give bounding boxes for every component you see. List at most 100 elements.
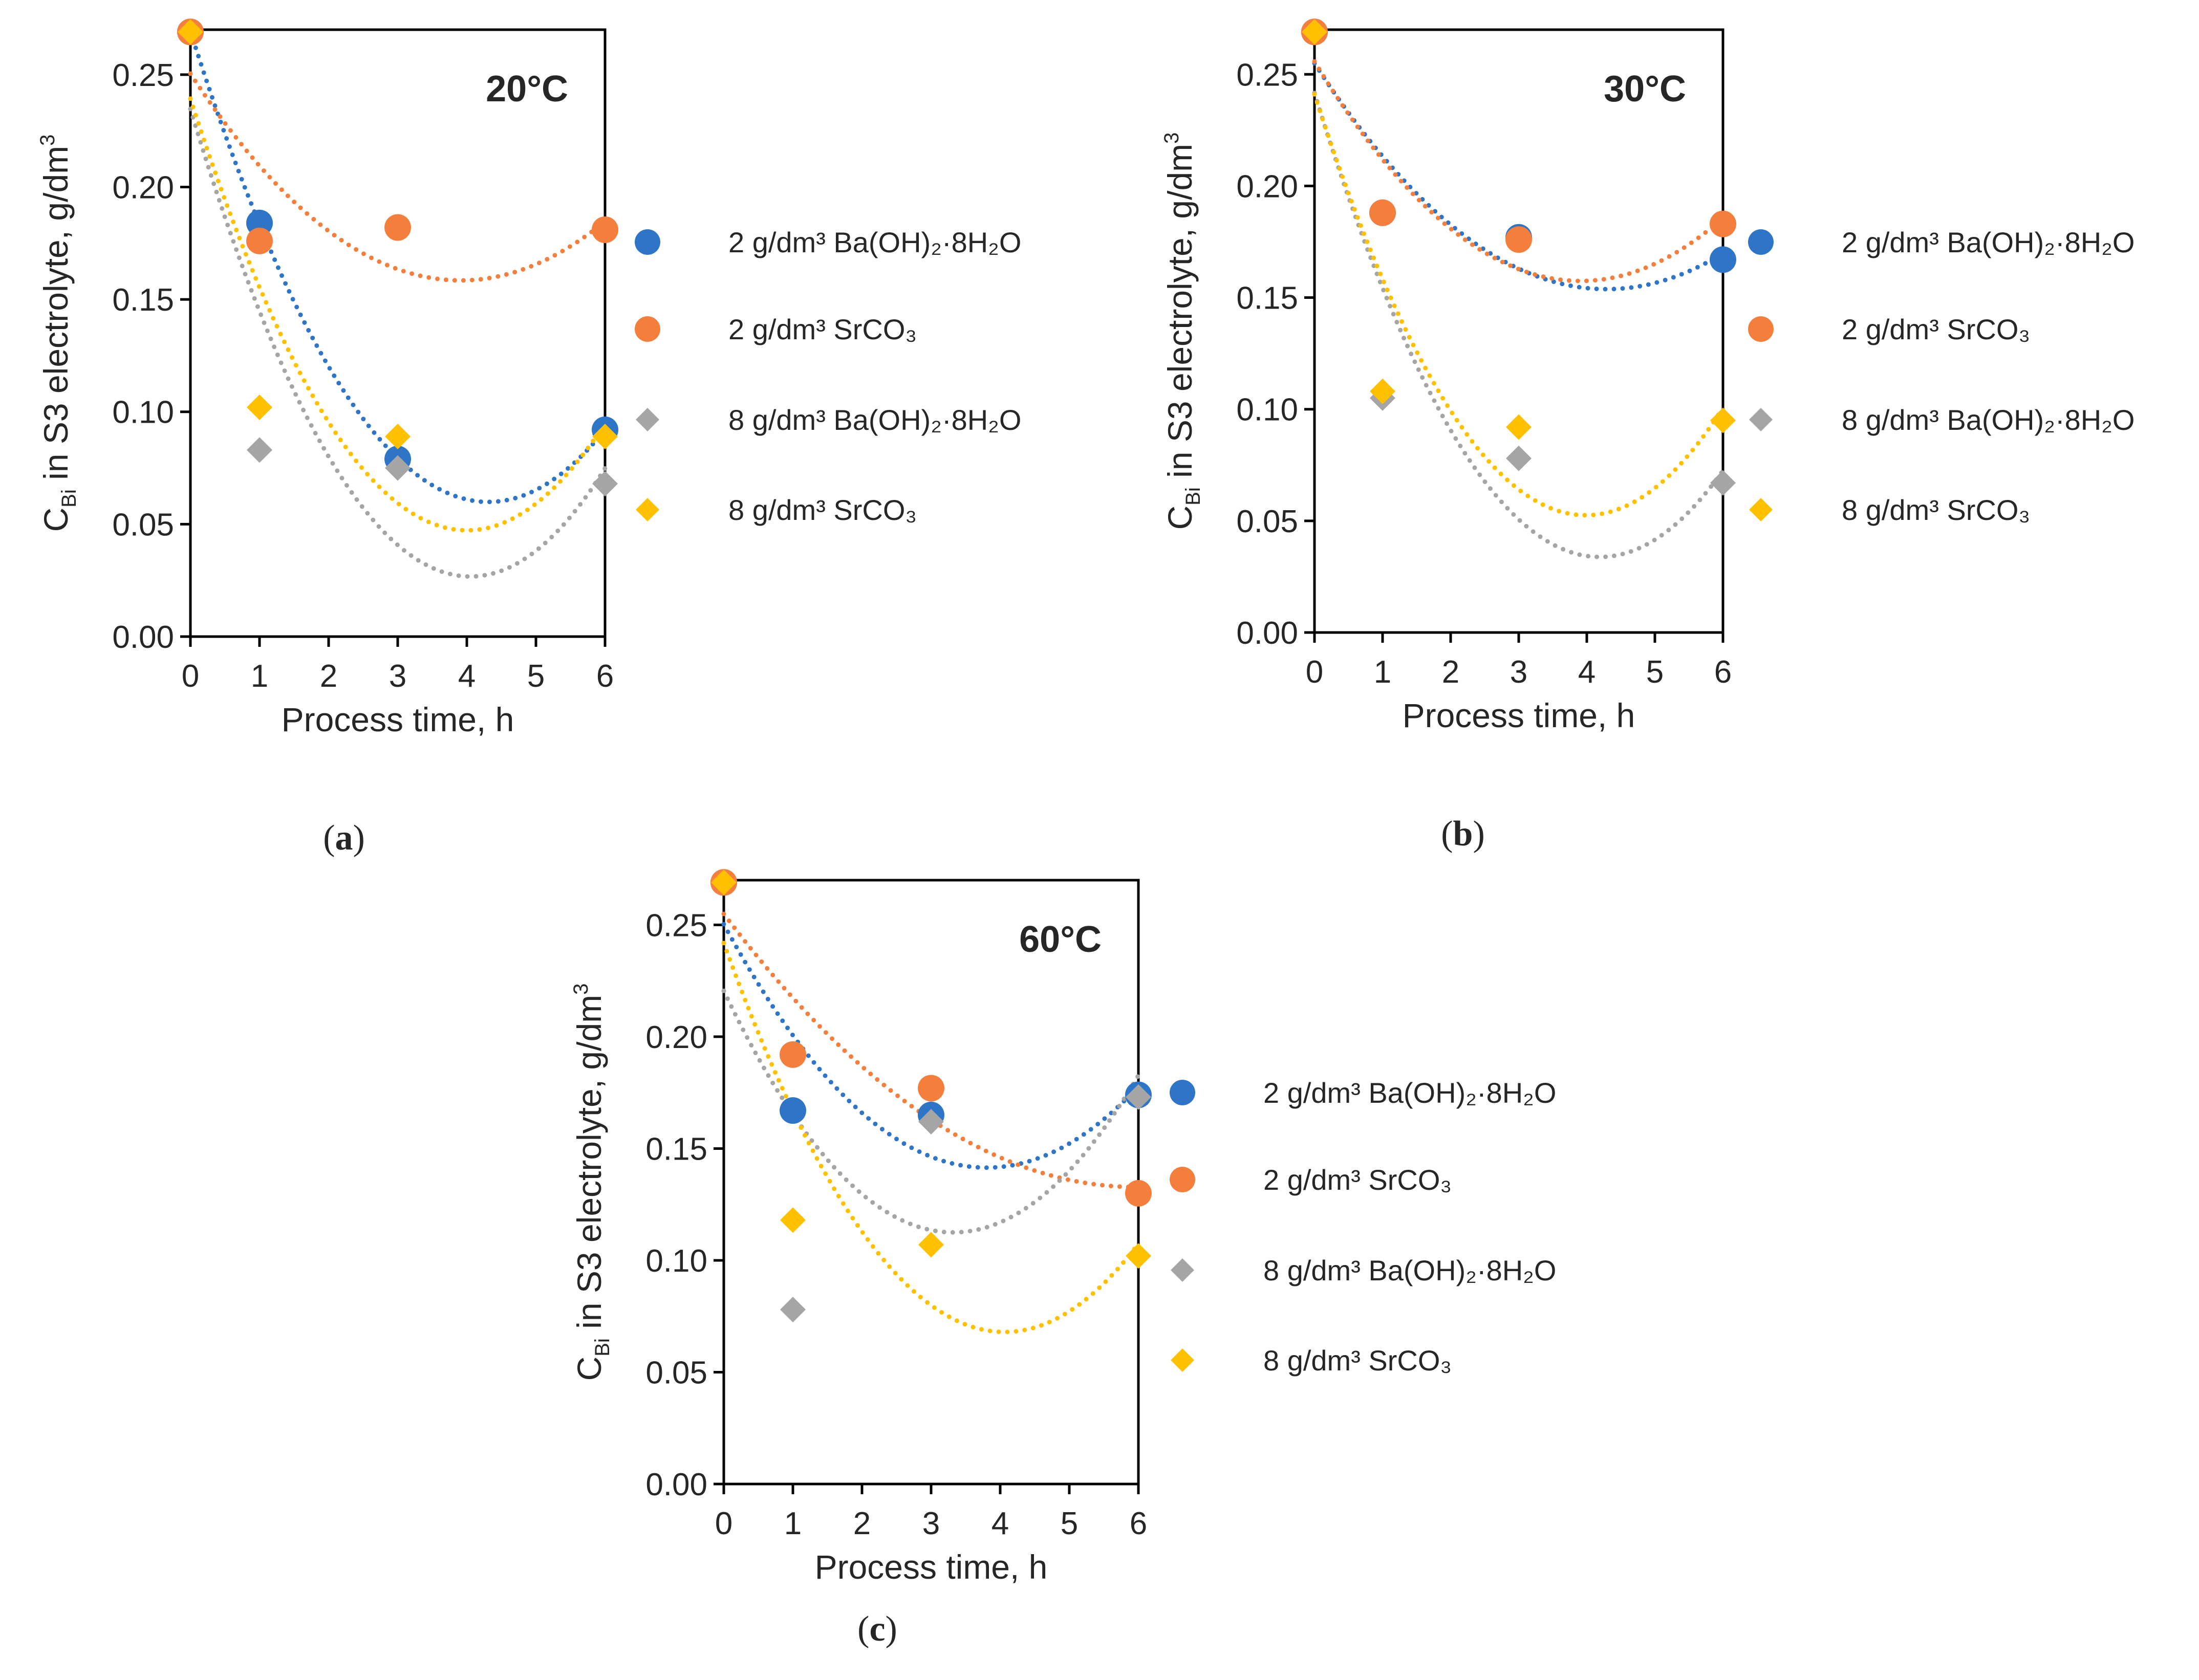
panel-letter-close: ) — [886, 1609, 897, 1649]
x-axis-label: Process time, h — [815, 1548, 1048, 1586]
data-point-series-3 — [1126, 1243, 1151, 1269]
y-tick-label: 0.20 — [1236, 169, 1298, 204]
data-point-series-1 — [592, 216, 618, 243]
y-axis-label-main: C — [570, 1357, 608, 1381]
x-axis-label: Process time, h — [1403, 696, 1635, 734]
data-point-series-2 — [1126, 1084, 1151, 1110]
x-tick-label: 4 — [1578, 654, 1596, 690]
trendline-series-3 — [1312, 92, 1726, 518]
legend-label: 2 g/dm³ Ba(OH)₂·8H₂O — [1842, 226, 2135, 258]
panel-letter-value: c — [869, 1609, 885, 1649]
legend-label: 8 g/dm³ SrCO₃ — [1263, 1344, 1452, 1377]
plot-frame — [1313, 28, 1724, 634]
x-tick-label: 5 — [1646, 654, 1664, 690]
x-tick-label: 5 — [527, 659, 545, 694]
data-point-series-3 — [592, 424, 618, 450]
legend-marker — [1171, 1348, 1194, 1372]
y-tick-label: 0.25 — [645, 908, 707, 943]
panel-letter-open: ( — [323, 818, 335, 858]
legend-marker — [635, 229, 660, 255]
y-tick-label: 0.10 — [1236, 392, 1298, 428]
x-tick-label: 3 — [922, 1506, 940, 1541]
x-tick-label: 2 — [1442, 654, 1459, 690]
y-tick-label: 0.15 — [1236, 281, 1298, 316]
y-tick-label: 0.15 — [112, 282, 174, 318]
y-axis-label-subscript: Bi — [591, 1338, 614, 1357]
data-point-series-3 — [1302, 19, 1327, 45]
y-tick-label: 0.25 — [1236, 57, 1298, 93]
x-tick-label: 2 — [853, 1506, 871, 1541]
x-tick-label: 6 — [1714, 654, 1732, 690]
panel-letter: (c) — [857, 1609, 897, 1649]
y-tick-label: 0.10 — [112, 395, 174, 430]
x-tick-label: 0 — [1306, 654, 1323, 690]
x-tick-label: 3 — [389, 659, 406, 694]
data-point-series-2 — [1506, 445, 1532, 471]
panel-letter-close: ) — [353, 818, 365, 858]
legend-label: 8 g/dm³ Ba(OH)₂·8H₂O — [1842, 404, 2135, 436]
x-tick-label: 4 — [991, 1506, 1009, 1541]
legend-marker — [1170, 1080, 1195, 1105]
panel-letter-value: b — [1453, 814, 1473, 854]
y-tick-label: 0.05 — [1236, 504, 1298, 539]
legend-marker — [636, 498, 659, 521]
legend-label: 8 g/dm³ Ba(OH)₂·8H₂O — [728, 404, 1021, 436]
y-axis-label-subscript: Bi — [58, 489, 80, 508]
data-point-series-3 — [385, 424, 411, 450]
data-point-series-2 — [247, 437, 272, 463]
x-tick-label: 0 — [182, 659, 199, 694]
data-point-series-0 — [1710, 246, 1736, 273]
data-point-series-1 — [1369, 199, 1396, 226]
data-point-series-1 — [246, 227, 273, 254]
data-point-series-1 — [1505, 226, 1532, 253]
y-tick-label: 0.00 — [645, 1467, 707, 1502]
y-tick-label: 0.10 — [645, 1243, 707, 1279]
legend-marker — [1748, 316, 1774, 342]
x-tick-label: 1 — [251, 659, 268, 694]
panel-letter-open: ( — [1441, 814, 1453, 854]
data-point-series-1 — [1710, 210, 1736, 237]
legend-label: 8 g/dm³ SrCO₃ — [1842, 494, 2030, 526]
x-tick-label: 6 — [1130, 1506, 1147, 1541]
x-tick-label: 1 — [1374, 654, 1391, 690]
trendline-series-1 — [188, 71, 608, 283]
legend-label: 2 g/dm³ SrCO₃ — [728, 313, 917, 345]
legend-marker — [1749, 498, 1773, 521]
data-point-series-1 — [384, 214, 411, 241]
x-tick-label: 1 — [784, 1506, 802, 1541]
panel-letter-value: a — [335, 818, 353, 858]
legend-marker — [635, 316, 660, 342]
legend-marker — [1749, 408, 1773, 431]
legend-marker — [1748, 229, 1774, 255]
chart-panel-b: 0.00 0.05 0.10 0.15 0.20 0.25 0 1 2 3 4 5 6 Process t… — [1160, 18, 2135, 854]
y-tick-label: 0.15 — [645, 1131, 707, 1167]
trendline-series-3 — [188, 96, 608, 533]
panel-title: 60°C — [1019, 919, 1102, 960]
legend: 2 g/dm³ Ba(OH)₂·8H₂O 2 g/dm³ SrCO₃ 8 g/dm³… — [1748, 226, 2135, 526]
x-axis-label: Process time, h — [282, 701, 514, 738]
x-tick-label: 2 — [320, 659, 337, 694]
data-point-series-3 — [1710, 407, 1736, 433]
chart-panel-c: 0.00 0.05 0.10 0.15 0.20 0.25 0 1 2 3 4 5 6 Process t… — [570, 869, 1556, 1649]
data-point-series-3 — [1506, 414, 1532, 440]
x-tick-label: 0 — [715, 1506, 732, 1541]
trendline-series-2 — [1312, 91, 1726, 560]
y-tick-label: 0.05 — [645, 1355, 707, 1390]
y-axis-label: CBi in S3 electrolyte, g/dm3 — [1160, 133, 1204, 530]
trendline-series-0 — [1312, 61, 1726, 292]
data-point-series-3 — [711, 869, 737, 896]
y-axis-label-superscript: 3 — [1160, 133, 1183, 144]
data-point-series-2 — [1710, 470, 1736, 496]
legend: 2 g/dm³ Ba(OH)₂·8H₂O 2 g/dm³ SrCO₃ 8 g/dm³… — [1170, 1077, 1556, 1377]
legend: 2 g/dm³ Ba(OH)₂·8H₂O 2 g/dm³ SrCO₃ 8 g/dm³… — [635, 226, 1021, 526]
trendline-series-1 — [721, 911, 1141, 1189]
y-tick-label: 0.00 — [112, 620, 174, 655]
y-axis-label-superscript: 3 — [36, 135, 59, 146]
panel-letter: (a) — [323, 818, 365, 858]
trendline-series-0 — [721, 922, 1141, 1170]
y-axis-label: CBi in S3 electrolyte, g/dm3 — [36, 135, 80, 532]
y-axis-label-subscript: Bi — [1182, 487, 1204, 506]
data-point-series-2 — [385, 455, 411, 481]
data-point-series-1 — [780, 1041, 806, 1068]
